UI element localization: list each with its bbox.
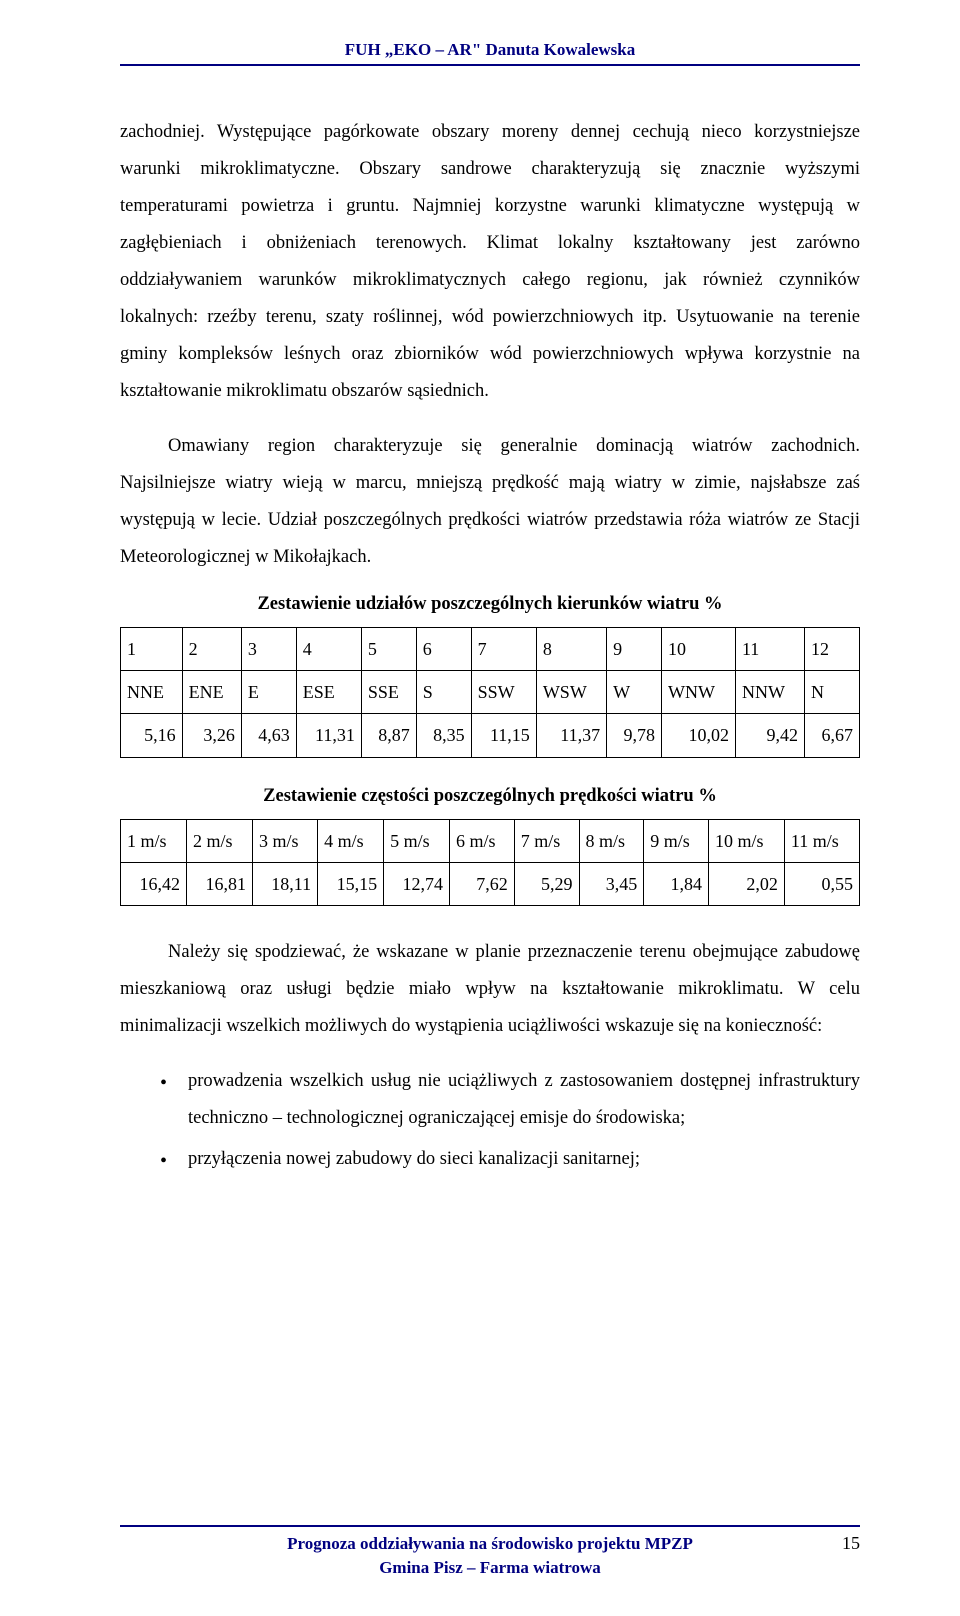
list-item: prowadzenia wszelkich usług nie uciążliw… [160,1063,860,1137]
bullet-list: prowadzenia wszelkich usług nie uciążliw… [120,1063,860,1178]
list-item: przyłączenia nowej zabudowy do sieci kan… [160,1141,860,1178]
cell: SSW [471,671,536,714]
cell: 2,02 [709,862,785,905]
cell: 11 m/s [784,819,859,862]
cell: 10 m/s [709,819,785,862]
cell: ENE [182,671,241,714]
cell: 11,37 [536,714,606,757]
cell: WNW [661,671,735,714]
table-row: 1 2 3 4 5 6 7 8 9 10 11 12 [121,628,860,671]
cell: 12 [805,628,860,671]
cell: 9 m/s [644,819,709,862]
cell: 7 m/s [514,819,579,862]
footer-title: Prognoza oddziaływania na środowisko pro… [156,1534,824,1554]
cell: 7,62 [450,862,515,905]
cell: 8 [536,628,606,671]
cell: 6,67 [805,714,860,757]
cell: 16,81 [186,862,252,905]
cell: 3,45 [579,862,644,905]
cell: 4 [296,628,361,671]
page-footer: Prognoza oddziaływania na środowisko pro… [120,1525,860,1578]
table1-heading: Zestawienie udziałów poszczególnych kier… [120,594,860,615]
cell: 8,87 [361,714,416,757]
cell: 11,15 [471,714,536,757]
cell: 8,35 [416,714,471,757]
cell: 2 m/s [186,819,252,862]
cell: 12,74 [384,862,450,905]
cell: 5 m/s [384,819,450,862]
cell: 9,78 [607,714,662,757]
cell: 11 [735,628,804,671]
wind-speed-table: 1 m/s 2 m/s 3 m/s 4 m/s 5 m/s 6 m/s 7 m/… [120,819,860,906]
cell: ESE [296,671,361,714]
cell: 6 [416,628,471,671]
cell: 16,42 [121,862,187,905]
cell: 8 m/s [579,819,644,862]
cell: 5,16 [121,714,183,757]
footer-subtitle: Gmina Pisz – Farma wiatrowa [120,1558,860,1578]
cell: 18,11 [252,862,317,905]
cell: S [416,671,471,714]
cell: 10 [661,628,735,671]
cell: 1,84 [644,862,709,905]
cell: 9,42 [735,714,804,757]
cell: 3,26 [182,714,241,757]
cell: 11,31 [296,714,361,757]
cell: 9 [607,628,662,671]
cell: E [241,671,296,714]
cell: 7 [471,628,536,671]
table-row: 16,42 16,81 18,11 15,15 12,74 7,62 5,29 … [121,862,860,905]
cell: 15,15 [318,862,384,905]
cell: 5,29 [514,862,579,905]
cell: 4,63 [241,714,296,757]
header-rule [120,64,860,66]
paragraph-2: Omawiany region charakteryzuje się gener… [120,428,860,576]
table-row: 5,16 3,26 4,63 11,31 8,87 8,35 11,15 11,… [121,714,860,757]
cell: 1 m/s [121,819,187,862]
cell: WSW [536,671,606,714]
cell: NNW [735,671,804,714]
cell: N [805,671,860,714]
cell: 2 [182,628,241,671]
cell: 1 [121,628,183,671]
cell: 10,02 [661,714,735,757]
cell: W [607,671,662,714]
wind-direction-table: 1 2 3 4 5 6 7 8 9 10 11 12 NNE ENE E ESE… [120,627,860,758]
table2-heading: Zestawienie częstości poszczególnych prę… [120,786,860,807]
table-row: NNE ENE E ESE SSE S SSW WSW W WNW NNW N [121,671,860,714]
footer-rule [120,1525,860,1527]
paragraph-1: zachodniej. Występujące pagórkowate obsz… [120,114,860,410]
page-header: FUH „EKO – AR" Danuta Kowalewska [120,40,860,60]
cell: 3 [241,628,296,671]
cell: 6 m/s [450,819,515,862]
page-number: 15 [824,1533,860,1554]
paragraph-3: Należy się spodziewać, że wskazane w pla… [120,934,860,1045]
cell: 3 m/s [252,819,317,862]
cell: 4 m/s [318,819,384,862]
cell: 5 [361,628,416,671]
cell: 0,55 [784,862,859,905]
cell: NNE [121,671,183,714]
table-row: 1 m/s 2 m/s 3 m/s 4 m/s 5 m/s 6 m/s 7 m/… [121,819,860,862]
cell: SSE [361,671,416,714]
